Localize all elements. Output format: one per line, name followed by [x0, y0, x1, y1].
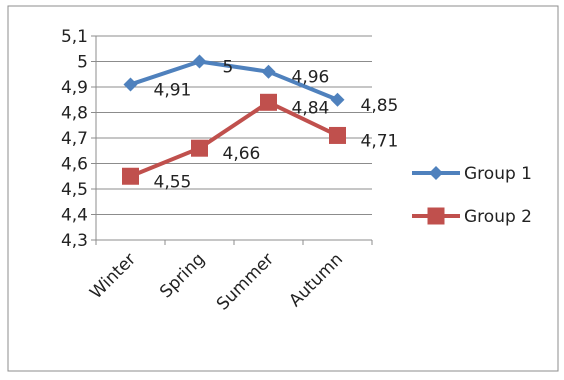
data-label: 5 [223, 58, 234, 78]
legend-label: Group 2 [464, 207, 532, 227]
series-line-2 [129, 100, 339, 179]
data-labels: 4,91 5 4,96 4,85 4,55 4,66 4,84 4,71 [154, 58, 399, 193]
data-label: 4,91 [154, 80, 192, 100]
data-label: 4,55 [154, 172, 192, 192]
legend: Group 1 Group 2 [412, 164, 532, 227]
data-point-marker [191, 139, 208, 157]
series [122, 54, 346, 185]
data-label: 4,85 [361, 96, 399, 116]
data-point-marker [260, 93, 277, 111]
y-tick-label: 4,7 [61, 129, 88, 149]
legend-marker [429, 166, 443, 180]
y-tick-label: 4,3 [61, 231, 88, 251]
data-point-marker [329, 126, 346, 144]
y-tick-label: 5,1 [61, 27, 88, 47]
y-tick-label: 4,9 [61, 78, 88, 98]
data-point-marker [122, 167, 139, 185]
data-point-marker [192, 54, 207, 69]
data-point-marker [123, 77, 138, 92]
series-line-1 [129, 59, 339, 102]
data-label: 4,96 [292, 68, 330, 88]
data-label: 4,84 [292, 98, 330, 118]
y-tick-label: 4,5 [61, 180, 88, 200]
y-tick-label: 4,4 [61, 206, 88, 226]
legend-marker [427, 207, 445, 225]
y-tick-label: 5 [77, 53, 88, 73]
y-tick-label: 4,6 [61, 155, 88, 175]
y-tick-label: 4,8 [61, 104, 88, 124]
legend-label: Group 1 [464, 164, 532, 184]
data-point-marker [330, 92, 345, 107]
data-label: 4,66 [223, 144, 261, 164]
data-point-marker [261, 64, 276, 79]
data-label: 4,71 [361, 131, 399, 151]
